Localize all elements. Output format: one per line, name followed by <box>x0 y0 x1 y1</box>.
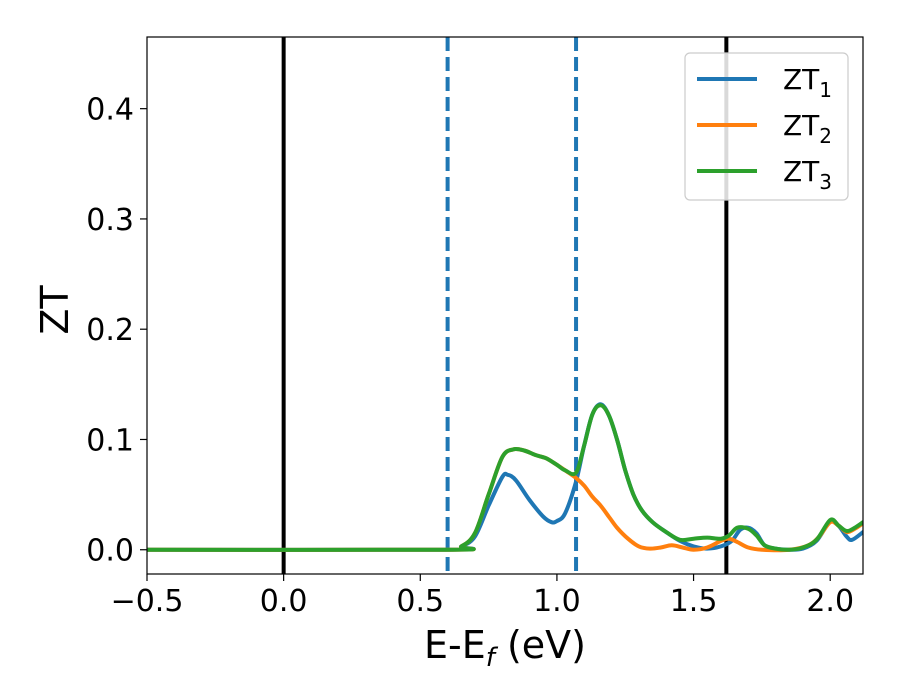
axes: −0.5 0.0 0.5 1.0 1.5 2.0 0.0 0.1 0.2 0.3 0.4 <box>86 36 864 619</box>
legend-box <box>684 52 849 201</box>
y-axis-label: ZT <box>33 285 77 335</box>
x-tick-label: 0.0 <box>260 584 308 619</box>
x-tick-label: 0.5 <box>396 584 444 619</box>
axes-frame <box>146 36 864 575</box>
x-tick-label: 1.0 <box>533 584 581 619</box>
y-tick-label: 0.4 <box>86 93 134 128</box>
x-tick-label: 1.5 <box>670 584 718 619</box>
x-tick-label: −0.5 <box>111 584 184 619</box>
legend: ZT1 ZT2 ZT3 <box>684 52 849 201</box>
legend-label-2: ZT2 <box>783 109 832 148</box>
y-tick-label: 0.1 <box>86 423 134 458</box>
legend-label-1: ZT1 <box>783 63 832 102</box>
x-tick-label: 2.0 <box>806 584 854 619</box>
x-axis-label-tail: (eV) <box>495 623 586 667</box>
x-axis-label: E-Ef (eV) <box>424 623 586 673</box>
legend-label-3: ZT3 <box>783 155 832 194</box>
y-tick-label: 0.2 <box>86 313 134 348</box>
series-line-1 <box>147 402 863 552</box>
y-tick-label: 0.0 <box>86 534 134 569</box>
x-axis-label-main: E-E <box>424 623 486 667</box>
series-line-3 <box>147 403 863 552</box>
y-tick-label: 0.3 <box>86 203 134 238</box>
